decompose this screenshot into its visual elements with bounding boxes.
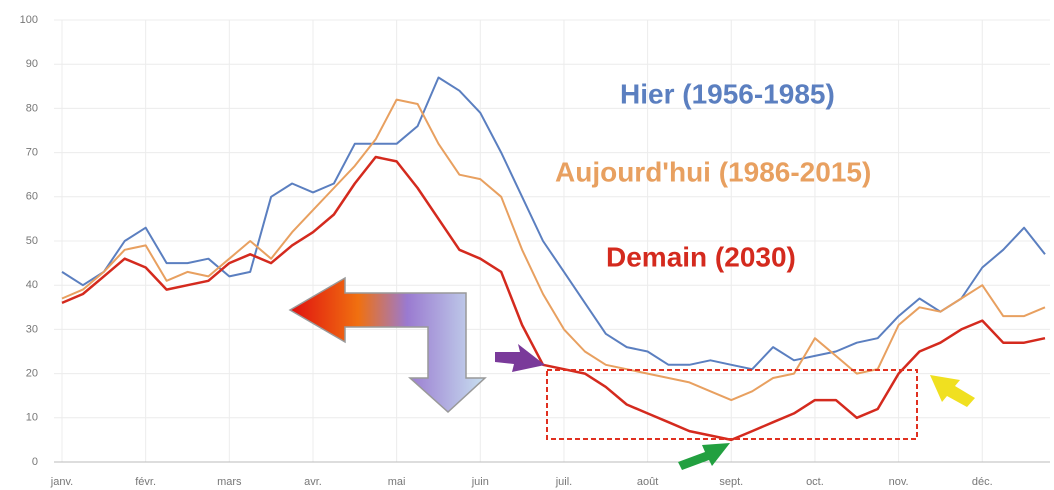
x-tick-label: juin	[471, 476, 489, 488]
x-tick-label: mai	[388, 476, 406, 488]
x-tick-label: déc.	[972, 476, 993, 488]
y-tick-label: 40	[26, 279, 38, 291]
decor-arrow-left	[288, 276, 487, 414]
purple-arrow	[495, 344, 545, 372]
yellow-arrow	[930, 375, 975, 407]
legend-aujourdhui: Aujourd'hui (1986-2015)	[555, 156, 871, 187]
series-line	[61, 76, 1046, 371]
legend-demain: Demain (2030)	[606, 241, 796, 272]
x-tick-label: mars	[217, 476, 242, 488]
green-arrow	[678, 443, 730, 470]
series-line	[61, 155, 1046, 442]
highlight-box	[546, 369, 918, 440]
y-tick-label: 30	[26, 323, 38, 335]
y-tick-label: 80	[26, 102, 38, 114]
x-tick-label: avr.	[304, 476, 322, 488]
y-tick-label: 10	[26, 412, 38, 424]
x-tick-label: sept.	[719, 476, 743, 488]
x-tick-label: janv.	[50, 476, 73, 488]
x-tick-label: oct.	[806, 476, 824, 488]
y-tick-label: 100	[20, 14, 38, 26]
y-tick-label: 20	[26, 368, 38, 380]
y-tick-label: 50	[26, 235, 38, 247]
x-tick-label: juil.	[555, 476, 573, 488]
legend-hier: Hier (1956-1985)	[620, 78, 835, 109]
x-tick-label: août	[637, 476, 658, 488]
x-tick-label: févr.	[135, 476, 156, 488]
y-tick-label: 0	[32, 456, 38, 468]
series-line	[61, 98, 1046, 402]
y-tick-label: 70	[26, 147, 38, 159]
x-tick-label: nov.	[889, 476, 909, 488]
y-tick-label: 90	[26, 58, 38, 70]
y-tick-label: 60	[26, 191, 38, 203]
